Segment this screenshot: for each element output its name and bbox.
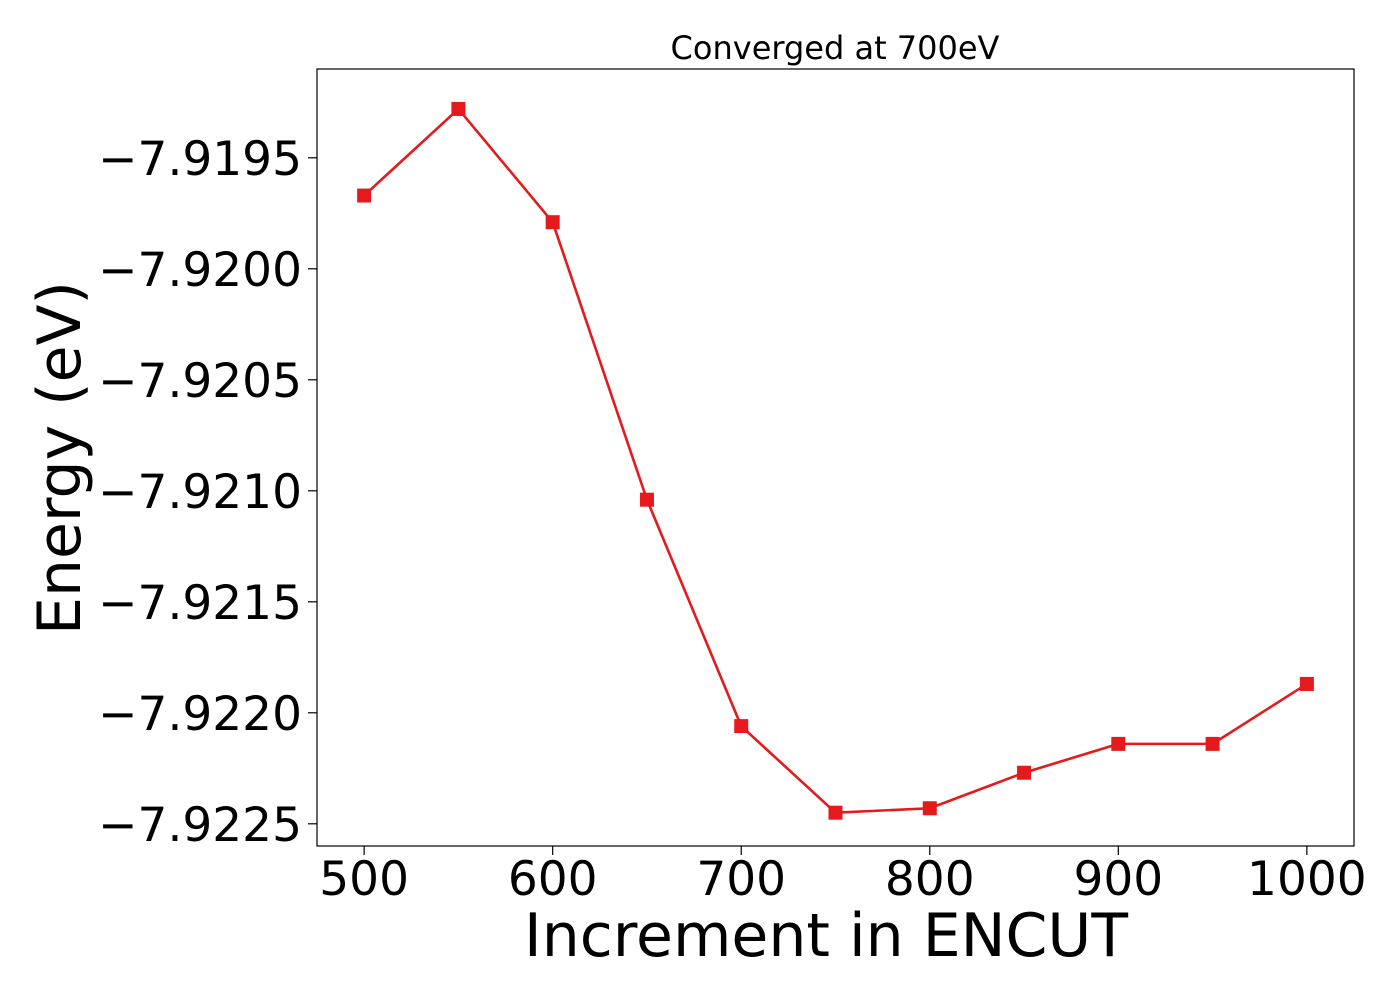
- y-tick-label: −7.9205: [98, 354, 302, 409]
- series-line: [363, 107, 1308, 815]
- x-tick-label: 600: [508, 852, 598, 907]
- data-point-marker: [1205, 736, 1220, 751]
- y-tick-label: −7.9195: [98, 132, 302, 187]
- x-tick-label: 900: [1073, 852, 1163, 907]
- data-point-marker: [922, 801, 937, 816]
- data-point-marker: [1111, 736, 1126, 751]
- data-point-marker: [1299, 676, 1314, 691]
- data-point-marker: [639, 492, 654, 507]
- data-point-marker: [828, 805, 843, 820]
- x-tick-label: 800: [885, 852, 975, 907]
- x-axis-title: Increment in ENCUT: [524, 901, 1128, 971]
- data-point-marker: [734, 719, 749, 734]
- plot-frame: [316, 68, 1355, 847]
- x-tick-label: 1000: [1247, 852, 1367, 907]
- data-point-marker: [451, 101, 466, 116]
- y-tick-label: −7.9215: [98, 576, 302, 631]
- y-axis-ticks: −7.9195 −7.9200 −7.9205 −7.9210 −7.9215 −7.92…: [98, 132, 317, 853]
- y-tick-label: −7.9210: [98, 465, 302, 520]
- x-tick-label: 700: [696, 852, 786, 907]
- data-point-marker: [545, 215, 560, 230]
- data-point-marker: [357, 188, 372, 203]
- y-tick-label: −7.9225: [98, 798, 302, 853]
- y-tick-label: −7.9200: [98, 243, 302, 298]
- data-point-marker: [1017, 765, 1032, 780]
- x-axis-ticks: 500 600 700 800 900 1000: [319, 846, 1367, 907]
- x-tick-label: 500: [319, 852, 409, 907]
- chart-title: Converged at 700eV: [671, 29, 1000, 67]
- series-layer: [357, 101, 1314, 820]
- y-tick-label: −7.9220: [98, 687, 302, 742]
- y-axis-title: Energy (eV): [25, 281, 95, 635]
